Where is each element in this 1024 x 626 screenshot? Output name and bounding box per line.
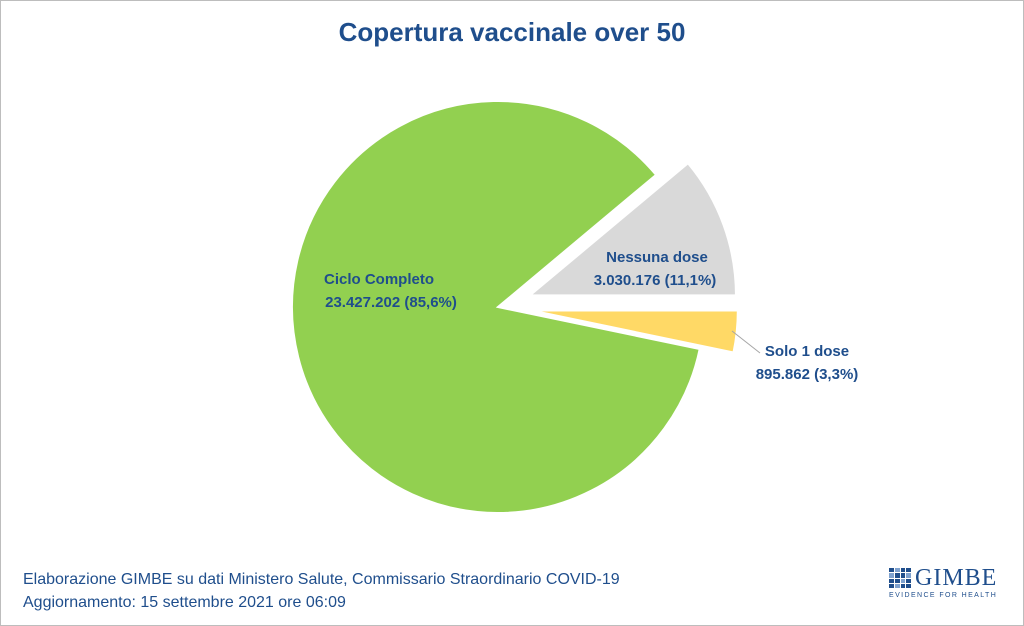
slice-label-ciclo-completo: Ciclo Completo <box>324 271 434 288</box>
update-timestamp: Aggiornamento: 15 settembre 2021 ore 06:… <box>23 594 346 611</box>
source-note: Elaborazione GIMBE su dati Ministero Sal… <box>23 571 620 588</box>
logo-wordmark: GIMBE <box>915 565 998 591</box>
chart-title: Copertura vaccinale over 50 <box>338 17 686 47</box>
slice-label-nessuna-dose: Nessuna dose <box>606 249 708 266</box>
pie-slice-nessuna-dose <box>527 161 737 297</box>
source-footer: Elaborazione GIMBE su dati Ministero Sal… <box>23 568 620 614</box>
pie-slice-solo-1-dose <box>531 309 739 354</box>
slice-label-solo-1-dose: Solo 1 dose <box>765 343 849 360</box>
slice-value-solo-1-dose: 895.862 (3,3%) <box>756 366 859 383</box>
logo-grid-icon <box>889 568 911 588</box>
pie-slice-ciclo-completo <box>291 100 701 514</box>
logo-tagline: EVIDENCE FOR HEALTH <box>889 592 998 599</box>
slice-value-nessuna-dose: 3.030.176 (11,1%) <box>594 272 717 289</box>
slice-value-ciclo-completo: 23.427.202 (85,6%) <box>325 294 457 311</box>
gimbe-logo: GIMBE EVIDENCE FOR HEALTH <box>889 565 1007 600</box>
solo-dose-leader-line <box>731 330 761 354</box>
